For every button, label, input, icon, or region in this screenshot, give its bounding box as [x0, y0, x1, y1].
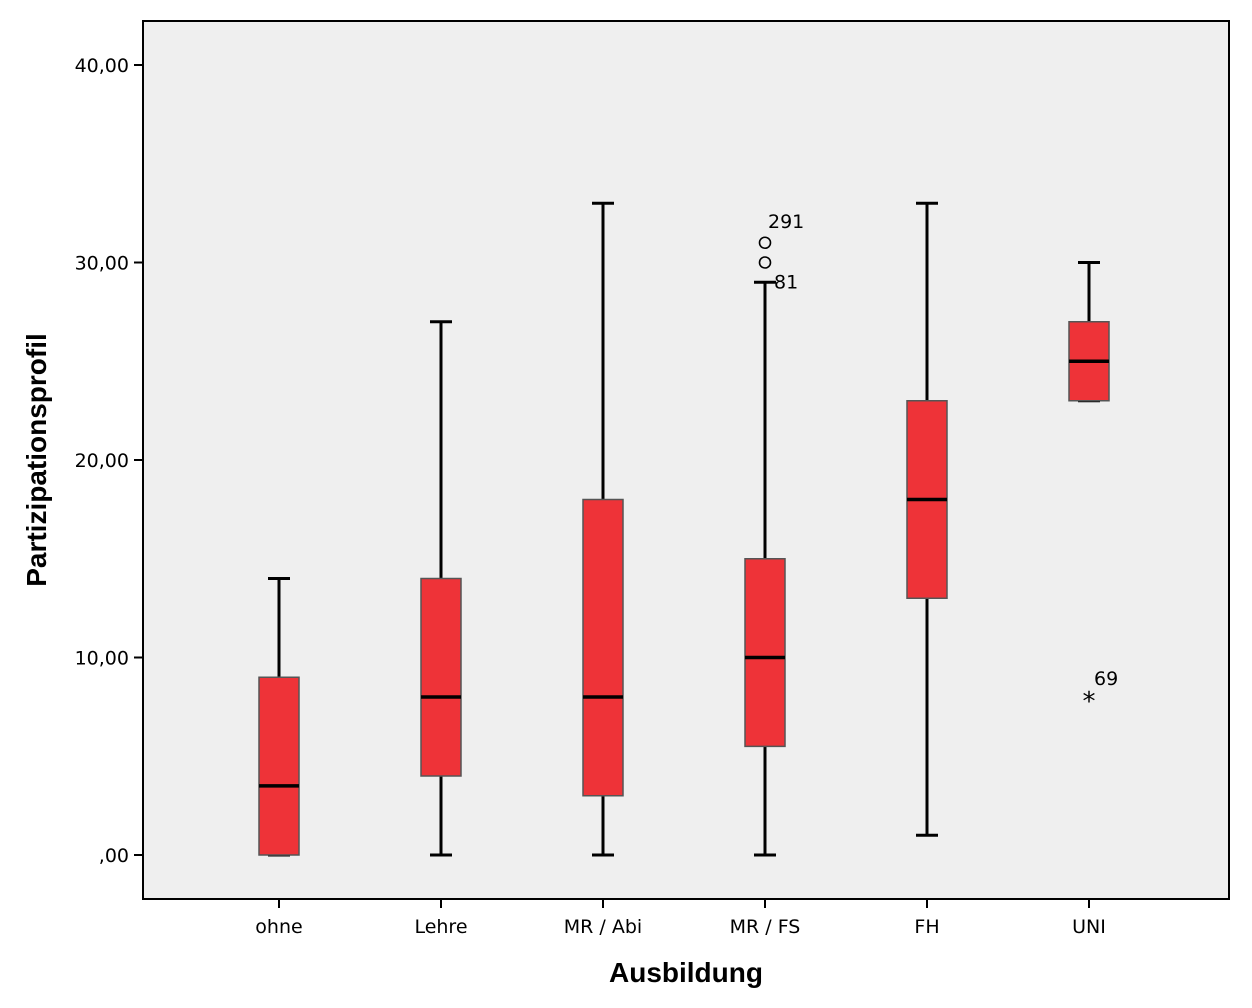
box-series: [258, 201, 1110, 857]
box-uni: [1068, 261, 1110, 403]
x-tick-label: UNI: [1072, 916, 1106, 938]
outlier-label: 69: [1094, 668, 1118, 690]
x-tick-label: FH: [914, 916, 939, 938]
box-mr-fs: [744, 280, 786, 857]
plot-area: [142, 20, 1230, 900]
x-tick-label: ohne: [255, 916, 302, 938]
box-lehre: [420, 320, 462, 857]
x-tick-label: MR / Abi: [564, 916, 642, 938]
box-iqr: [582, 498, 624, 797]
outlier-series: 291 81 *69: [758, 211, 1118, 717]
y-tick-label: 30,00: [75, 253, 129, 275]
y-axis-title: Partizipationsprofil: [21, 333, 52, 587]
x-tick-label: Lehre: [414, 916, 467, 938]
outlier-circle: [758, 256, 772, 269]
y-tick-label: 40,00: [75, 55, 129, 77]
y-axis: ,00 10,00 20,00 30,00 40,00: [75, 55, 143, 867]
outlier-label: 81: [774, 272, 798, 294]
y-tick-label: 10,00: [75, 648, 129, 670]
box-ohne: [258, 577, 300, 857]
box-iqr: [420, 577, 462, 777]
outlier-star: *: [1083, 687, 1096, 717]
outlier-circle: [758, 236, 772, 250]
x-tick-label: MR / FS: [730, 916, 801, 938]
box-mr-abi: [582, 201, 624, 857]
x-axis: ohne Lehre MR / Abi MR / FS FH UNI: [255, 899, 1106, 938]
box-iqr: [258, 676, 300, 856]
x-axis-title: Ausbildung: [609, 957, 763, 988]
outlier-label: 291: [768, 211, 804, 233]
y-tick-label: 20,00: [75, 450, 129, 472]
y-tick-label: ,00: [99, 845, 129, 867]
box-iqr: [744, 558, 786, 748]
box-fh: [906, 201, 948, 837]
